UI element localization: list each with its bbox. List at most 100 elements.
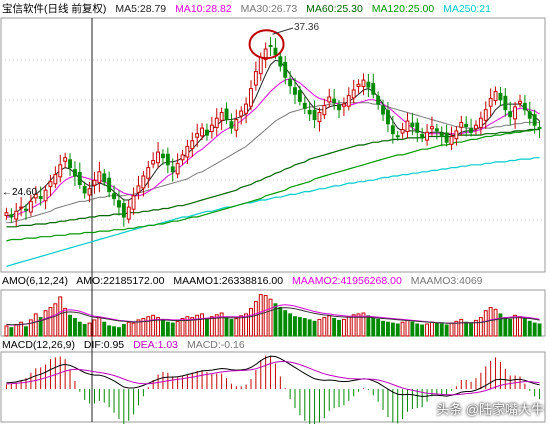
candle-body: [317, 112, 322, 123]
amo-bar: [346, 316, 351, 337]
candle-body: [434, 128, 439, 132]
amo-bar: [63, 307, 68, 337]
candle-body: [209, 124, 214, 132]
amo-bar: [141, 318, 146, 337]
macd-legend: MACD(12,26,9) DIF:0.95 DEA:1.03 MACD:-0.…: [2, 338, 251, 352]
candle-body: [469, 128, 474, 133]
amo-bar: [180, 318, 185, 337]
low-price-label: ←24.60: [2, 187, 38, 198]
amo-bar: [430, 321, 434, 337]
candle-body: [342, 103, 346, 107]
candle-body: [219, 112, 224, 121]
candle-body: [464, 124, 469, 128]
amo-bar: [537, 323, 542, 337]
watermark: 头条 @陆家嘴大牛: [436, 402, 544, 417]
amo-bar: [102, 321, 107, 337]
amo-bar: [253, 301, 258, 337]
amo-bar: [366, 315, 371, 337]
candle-body: [170, 166, 175, 173]
amo-bar: [386, 321, 390, 337]
candle-body: [430, 126, 434, 130]
candle-body: [508, 111, 513, 118]
candle-body: [24, 208, 28, 211]
candle-body: [97, 171, 102, 183]
candle-body: [332, 98, 337, 104]
amo-bar: [9, 327, 14, 337]
candle-body: [420, 133, 425, 139]
amo-bar: [219, 312, 224, 337]
candle-body: [483, 109, 488, 121]
candle-body: [107, 177, 112, 193]
macd-histogram: [5, 355, 541, 424]
high-pointer: [272, 27, 294, 35]
candle-body: [493, 90, 498, 102]
amo-bar: [508, 318, 513, 337]
dea-value: DEA:1.03: [133, 339, 179, 351]
amo-bar: [439, 323, 444, 337]
moving-average-lines: [6, 59, 540, 267]
amo-bar: [444, 324, 449, 337]
amo-bar: [400, 321, 405, 337]
candle-body: [312, 109, 317, 121]
amo-bar: [258, 294, 263, 337]
candlesticks: [4, 37, 542, 227]
amo-bar: [161, 318, 165, 337]
candle-body: [239, 110, 244, 117]
candle-body: [249, 88, 253, 107]
amo-bar: [73, 318, 77, 337]
candle-body: [161, 153, 165, 159]
chart-overlay: [248, 27, 294, 60]
amo-bar: [234, 318, 239, 337]
amo-bar: [229, 318, 234, 337]
amo-bar: [136, 319, 141, 337]
candle-body: [288, 78, 293, 87]
amo-bar: [58, 296, 63, 337]
candle-body: [307, 109, 312, 115]
candle-body: [351, 89, 356, 99]
candle-body: [146, 167, 151, 179]
amo-bar: [415, 323, 420, 337]
macd-lines: [6, 355, 540, 398]
candle-body: [503, 95, 508, 111]
candle-body: [253, 71, 258, 86]
ma120-line: [6, 128, 540, 242]
candle-body: [537, 126, 542, 129]
candle-body: [195, 133, 200, 138]
amo-bar: [327, 315, 332, 337]
candle-body: [73, 169, 77, 177]
candle-body: [229, 121, 234, 129]
amo-bar: [356, 313, 361, 337]
candle-body: [28, 200, 33, 213]
ma5-label: MA5:28.79: [115, 3, 167, 15]
amo-bar: [459, 318, 464, 337]
candle-body: [102, 173, 107, 183]
amo-bar: [483, 310, 488, 337]
candle-body: [478, 117, 483, 128]
ma120-label: MA120:25.00: [371, 3, 435, 15]
candle-body: [454, 130, 459, 140]
amo-bar: [381, 320, 386, 337]
candle-body: [302, 102, 307, 109]
maamo2-value: MAAMO2:41956268.00: [292, 275, 402, 287]
amo-bar: [209, 316, 214, 337]
candle-body: [14, 210, 19, 220]
candle-body: [38, 196, 43, 200]
candle-body: [513, 106, 517, 120]
amo-bar: [410, 321, 415, 337]
candle-body: [297, 90, 302, 102]
amo-bar: [48, 307, 53, 337]
dif-value: DIF:0.95: [83, 339, 125, 351]
high-marker-circle: [248, 29, 285, 60]
amo-bar: [53, 303, 58, 337]
candle-body: [395, 135, 400, 138]
amo-bar: [469, 322, 474, 337]
amo-bar: [532, 322, 537, 337]
candle-body: [92, 179, 97, 186]
macd-value: MACD:-0.16: [186, 339, 245, 351]
amo-bar: [527, 320, 532, 337]
amo-bar: [371, 317, 376, 337]
high-price-label: 37.36: [294, 22, 320, 33]
candle-body: [415, 122, 420, 133]
amo-bar: [278, 307, 283, 337]
